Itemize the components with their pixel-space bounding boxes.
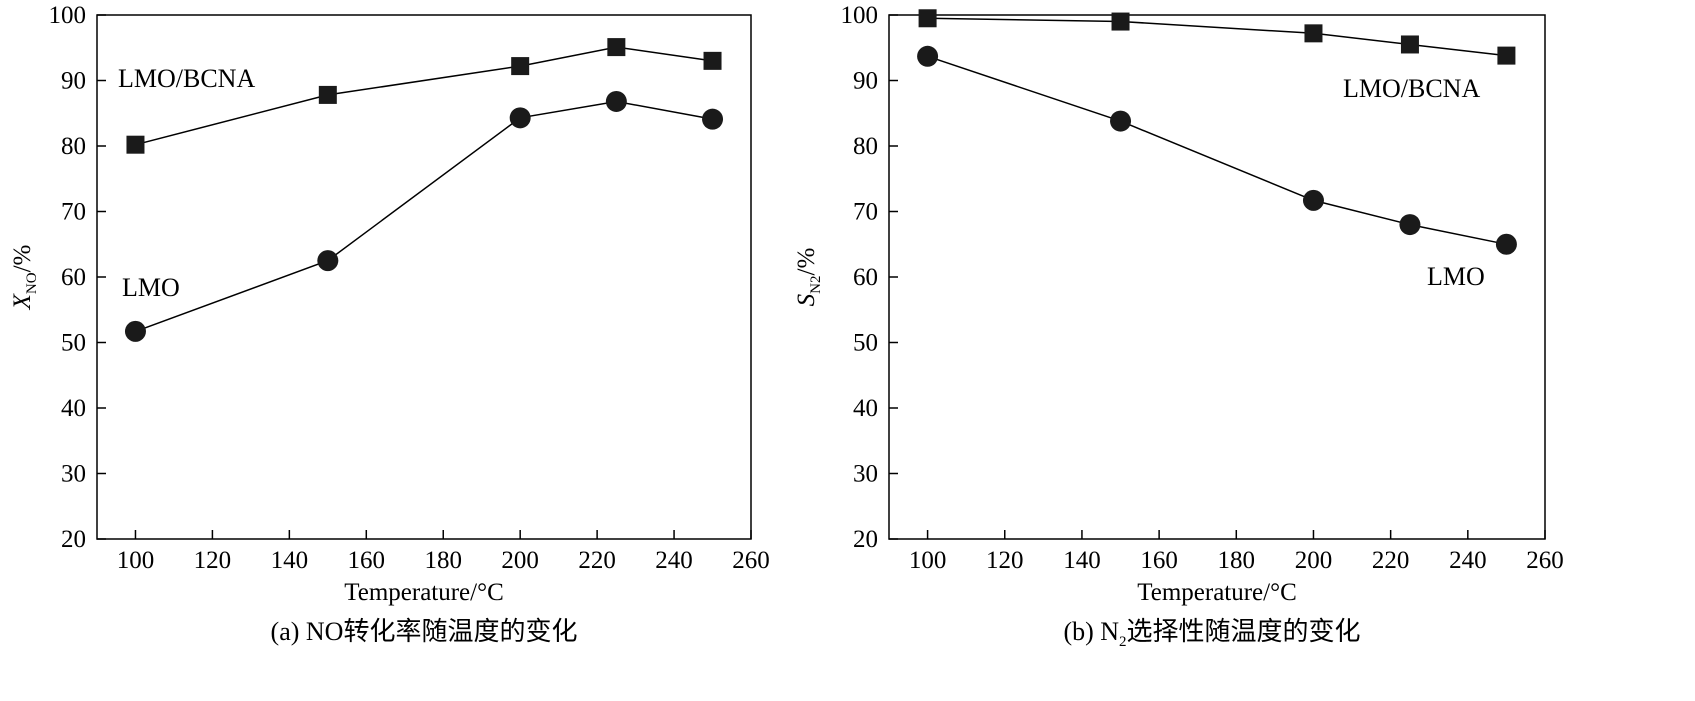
- panel-a-point-lmo-bcna-100: [126, 135, 145, 154]
- panel-b-line-lmo-bcna: [927, 17, 1507, 57]
- panel-b-y-tick-label-40: 40: [853, 395, 878, 422]
- panel-b-y-tick-label-60: 60: [853, 264, 878, 291]
- panel-a-x-tick-label-220: 220: [578, 547, 616, 574]
- panel-b-x-tick-label-200: 200: [1295, 547, 1333, 574]
- panel-b-x-axis-title: Temperature/°C: [1137, 579, 1297, 606]
- panel-a-x-tick-label-160: 160: [348, 547, 386, 574]
- panel-a-y-tick-label-50: 50: [61, 330, 86, 357]
- panel-a-y-tick-label-80: 80: [61, 133, 86, 160]
- panel-a-point-lmo-bcna-250: [703, 51, 722, 70]
- panel-b-point-lmo-225: [1399, 214, 1421, 236]
- panel-a-series-label-lmo: LMO: [122, 273, 180, 302]
- panel-a-series-markers: [124, 38, 724, 342]
- panel-b-point-lmo-100: [917, 45, 939, 67]
- panel-b-y-tick-label-80: 80: [853, 133, 878, 160]
- panel-b-ticks: 100 120 140 160 180 200 220 240 260 20 30 40 50 60 70 8…: [841, 2, 1564, 574]
- panel-a-x-tick-label-180: 180: [424, 547, 462, 574]
- panel-a-line-lmo: [135, 100, 713, 333]
- panel-b-point-lmo-bcna-100: [918, 9, 937, 28]
- panel-b-y-tick-label-100: 100: [841, 2, 879, 29]
- panel-a-ticks: 100 120 140 160 180 200 220 240 260 20 30 40 50 60 70 8…: [49, 2, 770, 574]
- panel-b-ylabel-sub: N2: [808, 275, 824, 293]
- panel-a-y-tick-label-60: 60: [61, 264, 86, 291]
- svg-text:SN2/%: SN2/%: [793, 248, 824, 307]
- panel-b-x-tick-label-180: 180: [1218, 547, 1256, 574]
- panel-b-series-lines: [927, 17, 1507, 246]
- panel-b-y-tick-label-30: 30: [853, 461, 878, 488]
- panel-b-point-lmo-150: [1110, 110, 1132, 132]
- panel-b-point-lmo-bcna-150: [1111, 12, 1130, 31]
- panel-b-y-axis-title: SN2/%: [793, 248, 824, 307]
- panel-a-x-tick-label-120: 120: [194, 547, 232, 574]
- panel-a-point-lmo-250: [702, 108, 724, 130]
- panel-b-caption-main: (b) N: [1063, 617, 1119, 646]
- panel-a-x-tick-label-100: 100: [117, 547, 155, 574]
- panel-b-point-lmo-bcna-200: [1304, 24, 1323, 43]
- panel-a-y-tick-label-70: 70: [61, 199, 86, 226]
- panel-a-point-lmo-bcna-200: [511, 57, 530, 76]
- panel-a-line-lmo-bcna: [135, 46, 713, 146]
- panel-b-ylabel-main: S: [793, 293, 820, 306]
- panel-a-ylabel-main: X: [9, 292, 36, 310]
- panel-a-no-conversion: 100 120 140 160 180 200 220 240 260 20 30 40 50 60 70 8…: [9, 2, 770, 646]
- panel-b-y-tick-label-20: 20: [853, 526, 878, 553]
- panel-a-ylabel-sub: NO: [24, 272, 40, 294]
- panel-b-x-tick-label-240: 240: [1449, 547, 1487, 574]
- panel-a-series-label-lmo-bcna: LMO/BCNA: [118, 64, 255, 93]
- panel-a-x-tick-label-140: 140: [271, 547, 309, 574]
- panel-b-x-tick-label-100: 100: [909, 547, 947, 574]
- panel-b-point-lmo-bcna-250: [1497, 46, 1516, 65]
- panel-a-x-axis-title: Temperature/°C: [344, 579, 504, 606]
- panel-b-x-tick-label-160: 160: [1140, 547, 1178, 574]
- panel-b-y-tick-label-50: 50: [853, 330, 878, 357]
- panel-b-x-tick-label-140: 140: [1063, 547, 1101, 574]
- panel-a-x-tick-label-260: 260: [732, 547, 770, 574]
- panel-a-point-lmo-150: [317, 250, 339, 272]
- panel-a-y-tick-label-100: 100: [49, 2, 87, 29]
- panel-b-point-lmo-250: [1495, 233, 1517, 255]
- panel-a-y-axis-title: XNO/%: [9, 245, 40, 311]
- panel-b-x-tick-label-220: 220: [1372, 547, 1410, 574]
- panel-b-caption-sub: 2: [1119, 634, 1127, 650]
- panel-b-ylabel-suffix: /%: [793, 248, 820, 276]
- panel-b-n2-selectivity: 100 120 140 160 180 200 220 240 260 20 30 40 50 60 70 8…: [793, 2, 1564, 650]
- panel-b-x-tick-label-260: 260: [1526, 547, 1564, 574]
- panel-b-point-lmo-200: [1302, 189, 1324, 211]
- panel-a-plot-frame: [96, 14, 752, 540]
- panel-a-y-tick-label-40: 40: [61, 395, 86, 422]
- panel-a-x-tick-label-200: 200: [501, 547, 539, 574]
- panel-a-point-lmo-200: [509, 107, 531, 129]
- panel-a-point-lmo-225: [605, 90, 627, 112]
- panel-a-x-tick-label-240: 240: [655, 547, 693, 574]
- panel-b-y-tick-label-70: 70: [853, 199, 878, 226]
- svg-text:XNO/%: XNO/%: [9, 245, 40, 311]
- panel-b-caption: (b) N2选择性随温度的变化: [1063, 617, 1360, 650]
- panel-b-caption-rest: 选择性随温度的变化: [1127, 617, 1361, 646]
- panel-a-y-tick-label-30: 30: [61, 461, 86, 488]
- panel-b-y-tick-label-90: 90: [853, 68, 878, 95]
- panel-b-series-label-lmo-bcna: LMO/BCNA: [1343, 74, 1480, 103]
- panel-b-point-lmo-bcna-225: [1400, 35, 1419, 54]
- panel-a-ylabel-suffix: /%: [9, 245, 36, 273]
- panel-a-y-tick-label-90: 90: [61, 68, 86, 95]
- panel-b-x-tick-label-120: 120: [986, 547, 1024, 574]
- panel-a-point-lmo-100: [124, 320, 146, 342]
- panel-a-point-lmo-bcna-225: [607, 38, 626, 57]
- panel-a-point-lmo-bcna-150: [318, 85, 337, 104]
- panel-a-y-tick-label-20: 20: [61, 526, 86, 553]
- panel-b-series-markers: [917, 9, 1517, 255]
- panel-a-caption: (a) NO转化率随温度的变化: [271, 617, 578, 646]
- panel-b-series-label-lmo: LMO: [1427, 262, 1485, 291]
